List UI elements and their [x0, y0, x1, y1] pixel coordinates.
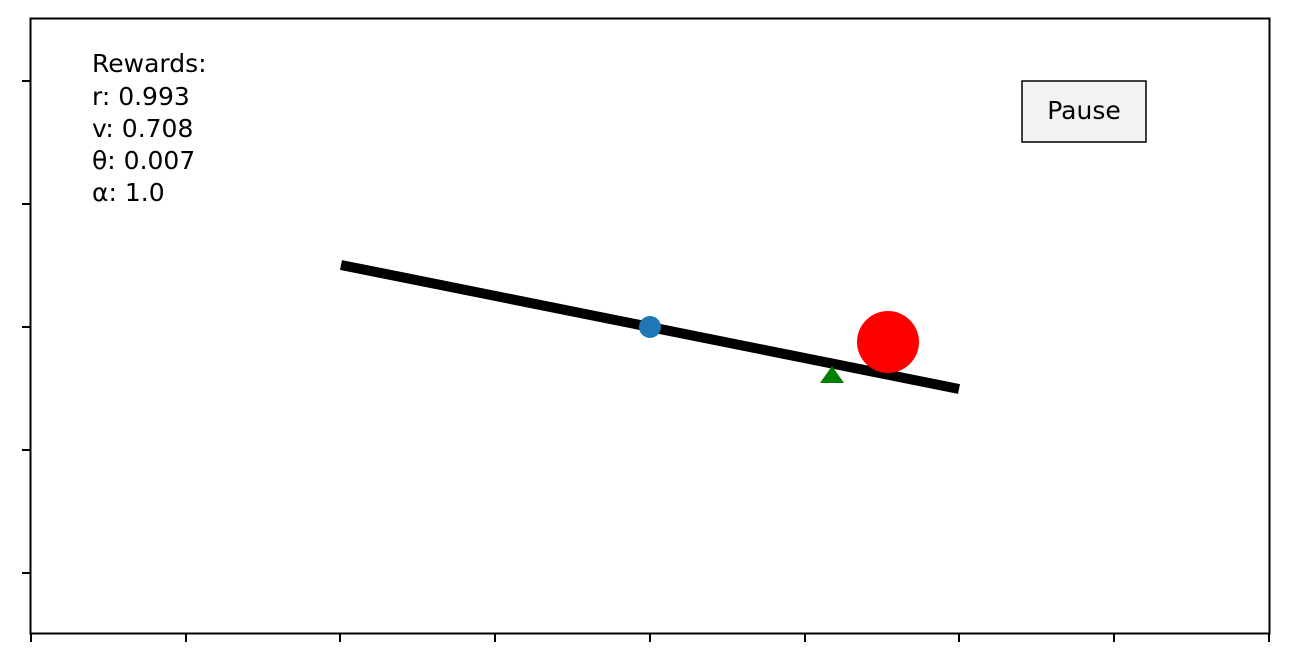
- reward-r: r: 0.993: [92, 82, 190, 111]
- x-axis-ticks: [30, 634, 1270, 642]
- pause-button[interactable]: Pause: [1021, 80, 1147, 143]
- target-marker: [820, 366, 844, 383]
- ball: [857, 311, 919, 373]
- y-axis-ticks: [22, 80, 30, 574]
- reward-alpha: α: 1.0: [92, 178, 165, 207]
- pause-button-box[interactable]: [1021, 80, 1147, 143]
- pause-button-label[interactable]: Pause: [1047, 96, 1121, 125]
- reward-v: v: 0.708: [92, 114, 193, 143]
- rewards-heading: Rewards:: [92, 49, 207, 78]
- reward-theta: θ: 0.007: [92, 146, 195, 175]
- pivot-point: [639, 316, 661, 338]
